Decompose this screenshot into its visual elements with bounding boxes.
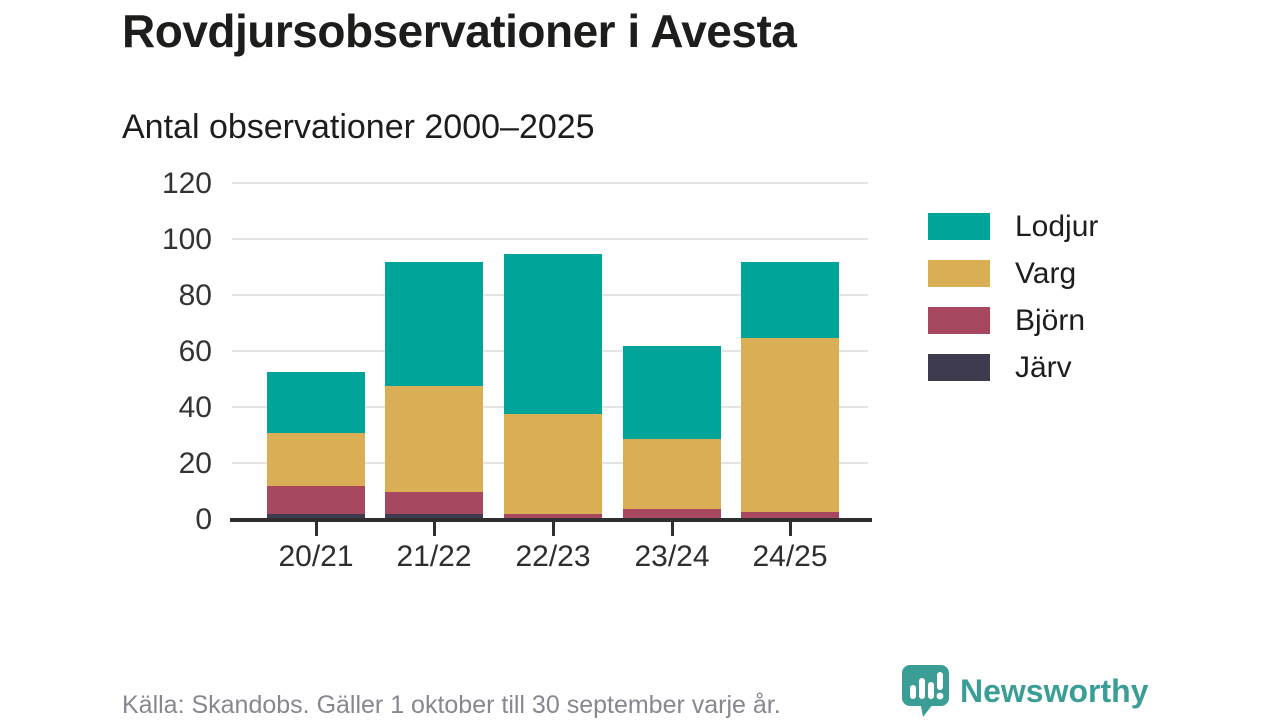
bar-24-25-björn <box>741 511 839 520</box>
newsworthy-wordmark: Newsworthy <box>960 672 1149 709</box>
y-tick-label-20: 20 <box>178 447 212 480</box>
x-tick-label-21-22: 21/22 <box>396 540 472 573</box>
bar-23-24-varg <box>623 438 721 509</box>
source-note: Källa: Skandobs. Gäller 1 oktober till 3… <box>122 691 781 719</box>
legend-item-björn: Björn <box>928 304 1098 337</box>
x-tick-label-24-25: 24/25 <box>752 540 828 573</box>
bar-24-25-varg <box>741 338 839 512</box>
legend-label-varg: Varg <box>1015 257 1077 290</box>
y-tick-label-80: 80 <box>178 279 212 312</box>
legend-label-järv: Järv <box>1015 351 1072 384</box>
x-tick-22-23 <box>552 522 555 536</box>
legend-item-varg: Varg <box>928 257 1098 290</box>
legend-item-järv: Järv <box>928 351 1098 384</box>
bar-21-22-björn <box>385 492 483 515</box>
x-tick-24-25 <box>789 522 792 536</box>
gridline-100 <box>232 238 868 240</box>
bar-21-22-järv <box>385 514 483 520</box>
bar-20-21-järv <box>267 514 365 520</box>
x-tick-20-21 <box>315 522 318 536</box>
legend-swatch-järv <box>928 354 990 381</box>
gridline-120 <box>232 182 868 184</box>
chart-title: Rovdjursobservationer i Avesta <box>122 5 797 57</box>
y-tick-label-40: 40 <box>178 391 212 424</box>
bar-20-21-björn <box>267 486 365 515</box>
bar-20-21-varg <box>267 433 365 487</box>
bar-chart-speech-bubble-icon <box>902 665 949 717</box>
x-tick-21-22 <box>433 522 436 536</box>
bar-20-21-lodjur <box>267 371 365 434</box>
y-tick-label-0: 0 <box>195 503 212 536</box>
y-tick-label-120: 120 <box>161 167 212 200</box>
newsworthy-logo: Newsworthy <box>901 664 1148 718</box>
x-tick-23-24 <box>671 522 674 536</box>
bar-23-24-björn <box>623 508 721 520</box>
legend-swatch-lodjur <box>928 213 990 240</box>
bar-24-25-lodjur <box>741 262 839 338</box>
x-axis-line <box>230 518 872 522</box>
y-tick-label-100: 100 <box>161 223 212 256</box>
legend-swatch-björn <box>928 307 990 334</box>
y-tick-label-60: 60 <box>178 335 212 368</box>
x-tick-label-23-24: 23/24 <box>634 540 710 573</box>
legend: Lodjur Varg Björn Järv <box>928 210 1099 401</box>
bar-21-22-varg <box>385 385 483 492</box>
legend-label-björn: Björn <box>1015 304 1086 337</box>
x-tick-label-22-23: 22/23 <box>515 540 591 573</box>
bar-22-23-lodjur <box>504 254 602 414</box>
legend-item-lodjur: Lodjur <box>928 210 1099 243</box>
legend-label-lodjur: Lodjur <box>1015 210 1099 243</box>
chart-subtitle: Antal observationer 2000–2025 <box>122 108 595 146</box>
bar-23-24-lodjur <box>623 346 721 439</box>
legend-swatch-varg <box>928 260 990 287</box>
bar-21-22-lodjur <box>385 262 483 386</box>
bar-22-23-varg <box>504 413 602 515</box>
x-tick-label-20-21: 20/21 <box>278 540 354 573</box>
bar-22-23-björn <box>504 514 602 520</box>
